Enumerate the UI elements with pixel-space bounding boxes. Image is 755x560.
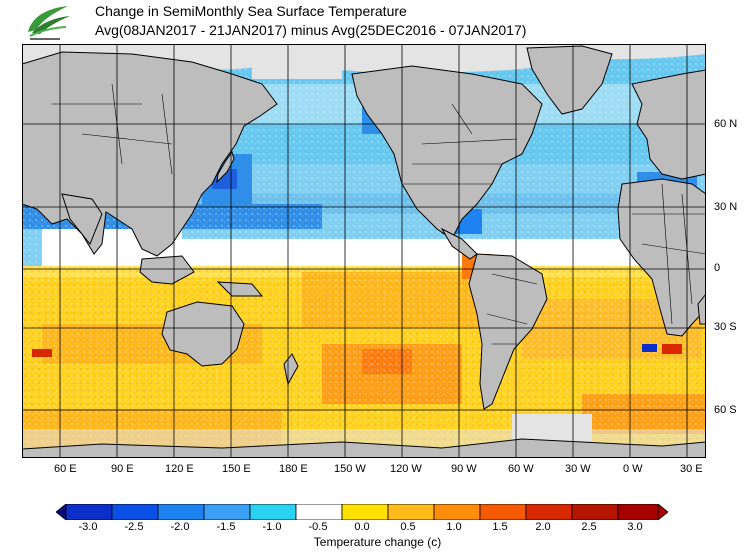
lon-label-120e: 120 E [165,463,194,475]
legend-swatch-8 [387,504,435,520]
legend-swatch-5 [249,504,297,520]
lon-label-150e: 150 E [222,463,251,475]
legend-swatch-0 [56,504,67,520]
legend-tick: -2.5 [124,521,144,533]
legend-units-label: Temperature change (c) [313,535,442,549]
legend-tick: -1.5 [216,521,236,533]
land-south-america [468,253,548,410]
legend-tick: 3.0 [627,521,643,533]
legend-tick: 2.0 [535,521,551,533]
lon-label-0w: 0 W [623,463,643,475]
lat-label-60s: 60 S [714,404,737,416]
map-frame [22,44,706,458]
agency-logo [28,6,70,40]
lon-label-90w: 90 W [451,463,477,475]
land-new-guinea [216,281,264,297]
legend-tick: -2.0 [170,521,190,533]
lon-label-120w: 120 W [390,463,422,475]
lon-label-60e: 60 E [54,463,77,475]
land-greenland [526,45,613,115]
lon-label-60w: 60 W [508,463,534,475]
legend-swatch-4 [203,504,251,520]
land-antarctica [22,438,706,458]
legend-tick: 2.5 [581,521,597,533]
legend-colorbar [56,504,668,520]
land-japan [216,150,235,184]
lat-label-0: 0 [714,262,721,274]
legend-swatch-3 [157,504,205,520]
border-lines [52,83,706,345]
lon-label-30e: 30 E [680,463,703,475]
legend-tick: 0.0 [354,521,370,533]
lon-label-90e: 90 E [111,463,134,475]
lon-label-30w: 30 W [565,463,591,475]
legend-swatch-12 [571,504,619,520]
legend-tick: -1.0 [262,521,282,533]
land-madagascar [697,293,706,325]
legend-swatch-2 [111,504,159,520]
legend-swatch-13 [617,504,659,520]
sst-change-map [22,44,706,458]
lon-label-150w: 150 W [334,463,366,475]
graticule [22,44,706,458]
legend-swatch-1 [65,504,113,520]
land-new-zealand [283,353,299,386]
legend-swatch-14 [657,504,668,520]
legend-tick: -0.5 [308,521,328,533]
land-australia [161,301,245,367]
lat-label-30n: 30 N [714,201,738,213]
legend-swatch-7 [341,504,389,520]
land-indonesia [139,255,195,285]
legend-tick: 1.5 [492,521,508,533]
lon-label-180e: 180 E [279,463,308,475]
legend-swatch-9 [433,504,481,520]
legend-tick: -3.0 [78,521,98,533]
legend-swatch-11 [525,504,573,520]
legend-tick: 0.5 [400,521,416,533]
land-north-america [351,65,543,240]
lat-label-60n: 60 N [714,118,738,130]
chart-subtitle: Avg(08JAN2017 - 21JAN2017) minus Avg(25D… [95,22,527,38]
legend-tick: 1.0 [446,521,462,533]
lat-label-30s: 30 S [714,321,737,333]
land-europe [631,69,706,180]
legend-swatch-10 [479,504,527,520]
land-india [61,193,103,245]
chart-title: Change in SemiMonthly Sea Surface Temper… [95,3,407,19]
legend-swatch-6 [295,504,343,520]
